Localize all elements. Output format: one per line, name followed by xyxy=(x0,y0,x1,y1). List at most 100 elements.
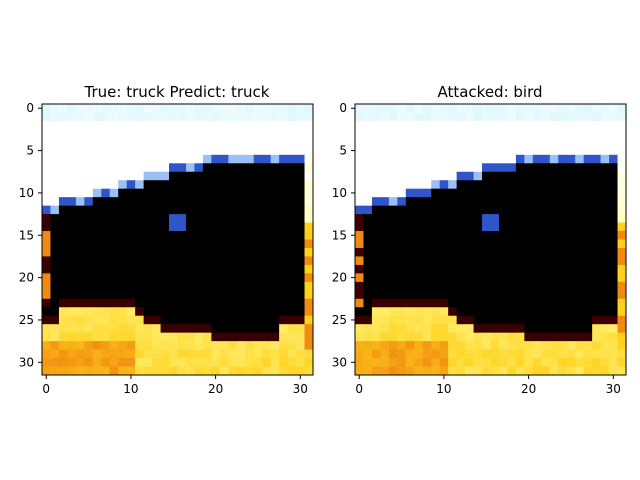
pixel-cell xyxy=(75,324,85,334)
pixel-cell xyxy=(371,281,381,291)
pixel-cell xyxy=(92,332,102,342)
pixel-cell xyxy=(355,163,364,173)
pixel-cell xyxy=(515,205,525,215)
pixel-cell xyxy=(405,349,415,359)
pixel-cell xyxy=(67,188,77,198)
pixel-cell xyxy=(532,231,542,240)
pixel-cell xyxy=(609,315,618,325)
pixel-cell xyxy=(558,273,568,283)
pixel-cell xyxy=(152,349,161,359)
pixel-cell xyxy=(498,231,508,240)
pixel-cell xyxy=(253,112,263,122)
pixel-cell xyxy=(135,366,145,376)
pixel-cell xyxy=(541,180,551,190)
pixel-cell xyxy=(558,120,568,130)
pixel-cell xyxy=(507,307,517,317)
pixel-cell xyxy=(600,366,610,376)
pixel-cell xyxy=(304,307,314,317)
pixel-cell xyxy=(101,214,111,223)
pixel-cell xyxy=(219,231,229,240)
pixel-cell xyxy=(75,307,85,317)
pixel-cell xyxy=(439,349,449,359)
pixel-cell xyxy=(465,256,474,266)
pixel-cell xyxy=(363,163,373,173)
pixel-cell xyxy=(583,273,593,283)
pixel-cell xyxy=(84,332,94,342)
pixel-cell xyxy=(245,281,255,291)
pixel-cell xyxy=(473,120,483,130)
pixel-cell xyxy=(75,104,85,113)
pixel-cell xyxy=(211,231,221,240)
pixel-cell xyxy=(490,171,500,181)
pixel-cell xyxy=(617,197,627,207)
pixel-cell xyxy=(177,120,187,130)
pixel-cell xyxy=(397,137,407,147)
pixel-cell xyxy=(592,231,601,240)
pixel-cell xyxy=(152,171,161,181)
pixel-cell xyxy=(388,349,398,359)
pixel-cell xyxy=(482,112,491,122)
pixel-cell xyxy=(160,298,170,308)
pixel-cell xyxy=(262,120,272,130)
pixel-cell xyxy=(253,298,263,308)
pixel-cell xyxy=(177,298,187,308)
pixel-cell xyxy=(439,112,449,122)
pixel-cell xyxy=(245,163,255,173)
pixel-cell xyxy=(532,129,542,139)
pixel-cell xyxy=(84,290,94,300)
pixel-cell xyxy=(118,239,128,249)
pixel-cell xyxy=(532,324,542,334)
pixel-cell xyxy=(388,290,398,300)
pixel-cell xyxy=(177,315,187,325)
pixel-cell xyxy=(143,366,153,376)
pixel-cell xyxy=(219,137,229,147)
pixel-cell xyxy=(58,180,68,190)
pixel-cell xyxy=(118,247,128,257)
pixel-cell xyxy=(236,180,246,190)
pixel-cell xyxy=(109,205,119,215)
pixel-cell xyxy=(304,358,314,367)
pixel-cell xyxy=(169,256,178,266)
pixel-cell xyxy=(397,205,407,215)
pixel-cell xyxy=(58,154,68,164)
pixel-cell xyxy=(397,222,407,232)
pixel-cell xyxy=(279,129,288,139)
pixel-cell xyxy=(143,112,153,122)
pixel-cell xyxy=(160,197,170,207)
pixel-cell xyxy=(524,171,534,181)
pixel-cell xyxy=(109,324,119,334)
pixel-cell xyxy=(482,341,491,350)
pixel-cell xyxy=(355,112,364,122)
pixel-cell xyxy=(600,197,610,207)
pixel-cell xyxy=(270,231,280,240)
y-tick-label: 5 xyxy=(339,144,347,158)
pixel-cell xyxy=(380,358,390,367)
pixel-cell xyxy=(414,205,424,215)
pixel-cell xyxy=(482,307,491,317)
pixel-cell xyxy=(160,137,170,147)
pixel-cell xyxy=(405,341,415,350)
pixel-cell xyxy=(84,273,94,283)
pixel-cell xyxy=(160,247,170,257)
pixel-cell xyxy=(185,137,195,147)
pixel-cell xyxy=(617,264,627,274)
pixel-cell xyxy=(465,324,474,334)
pixel-cell xyxy=(617,366,627,376)
pixel-cell xyxy=(575,247,585,257)
pixel-cell xyxy=(304,298,314,308)
pixel-cell xyxy=(126,341,136,350)
pixel-cell xyxy=(228,256,238,266)
pixel-cell xyxy=(50,256,60,266)
pixel-cell xyxy=(143,120,153,130)
pixel-cell xyxy=(169,349,178,359)
pixel-cell xyxy=(296,205,305,215)
pixel-cell xyxy=(456,239,466,249)
pixel-cell xyxy=(194,324,204,334)
pixel-cell xyxy=(126,154,136,164)
pixel-cell xyxy=(126,358,136,367)
pixel-cell xyxy=(126,332,136,342)
pixel-cell xyxy=(524,163,534,173)
pixel-cell xyxy=(524,154,534,164)
pixel-cell xyxy=(185,264,195,274)
pixel-cell xyxy=(456,332,466,342)
